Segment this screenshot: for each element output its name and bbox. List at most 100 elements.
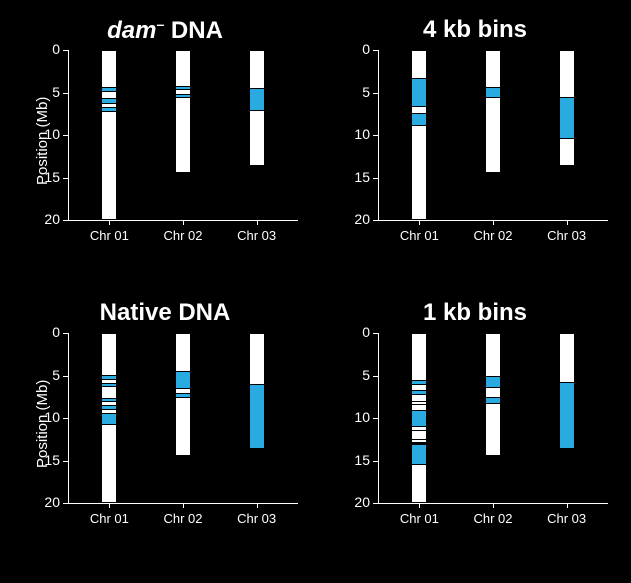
- band: [175, 94, 191, 97]
- white-segment: [411, 430, 427, 440]
- y-axis-label: Position (Mb): [34, 380, 51, 468]
- y-tick-label: 20: [336, 211, 370, 227]
- chromosome-bar-chr2: [485, 333, 501, 456]
- y-tick-label: 20: [336, 494, 370, 510]
- y-axis-line: [378, 50, 379, 220]
- x-tick-label: Chr 02: [153, 228, 213, 243]
- y-tick: [63, 135, 68, 136]
- x-tick: [257, 503, 258, 508]
- band: [101, 413, 117, 425]
- y-axis-line: [68, 50, 69, 220]
- band: [101, 383, 117, 387]
- y-tick: [373, 93, 378, 94]
- band: [485, 376, 501, 389]
- panel-title-A: dam– DNA: [20, 16, 310, 45]
- y-tick-label: 0: [26, 324, 60, 340]
- y-axis-label: Position (Mb): [34, 97, 51, 185]
- band: [485, 87, 501, 98]
- band: [559, 97, 575, 140]
- x-tick: [183, 220, 184, 225]
- y-axis-line: [378, 333, 379, 503]
- y-tick-label: 5: [336, 84, 370, 100]
- panel-A: dam– DNA05101520Position (Mb)Chr 01Chr 0…: [20, 50, 310, 300]
- panel-title-B: 4 kb bins: [330, 16, 620, 44]
- y-tick: [63, 461, 68, 462]
- band: [101, 398, 117, 401]
- y-tick: [63, 50, 68, 51]
- x-tick: [493, 220, 494, 225]
- y-tick: [63, 178, 68, 179]
- y-tick: [373, 178, 378, 179]
- y-tick: [373, 135, 378, 136]
- band: [411, 78, 427, 107]
- band: [101, 98, 117, 104]
- band: [101, 405, 117, 409]
- band: [559, 382, 575, 449]
- y-tick-label: 10: [336, 126, 370, 142]
- y-tick-label: 20: [26, 494, 60, 510]
- y-tick: [373, 333, 378, 334]
- x-tick-label: Chr 01: [389, 511, 449, 526]
- band: [101, 87, 117, 93]
- y-tick-label: 0: [336, 41, 370, 57]
- y-tick: [373, 418, 378, 419]
- band: [175, 86, 191, 90]
- y-tick-label: 0: [336, 324, 370, 340]
- y-tick-label: 20: [26, 211, 60, 227]
- x-tick: [493, 503, 494, 508]
- chromosome-bar-chr1: [101, 50, 117, 220]
- x-tick: [567, 220, 568, 225]
- y-tick-label: 15: [336, 169, 370, 185]
- band: [411, 113, 427, 127]
- y-axis-line: [68, 333, 69, 503]
- band: [411, 380, 427, 385]
- x-tick: [419, 503, 420, 508]
- x-tick: [109, 220, 110, 225]
- y-tick: [373, 376, 378, 377]
- panel-C: Native DNA05101520Position (Mb)Chr 01Chr…: [20, 333, 310, 583]
- y-tick: [373, 461, 378, 462]
- x-tick-label: Chr 02: [153, 511, 213, 526]
- chromosome-bar-chr2: [175, 50, 191, 173]
- band: [411, 410, 427, 427]
- band: [101, 107, 117, 112]
- band: [411, 444, 427, 464]
- white-segment: [411, 401, 427, 405]
- x-tick-label: Chr 03: [537, 228, 597, 243]
- y-tick: [63, 93, 68, 94]
- band: [411, 390, 427, 395]
- y-tick-label: 5: [336, 367, 370, 383]
- y-tick-label: 15: [336, 452, 370, 468]
- chromosome-bar-chr2: [485, 50, 501, 173]
- panel-title-D: 1 kb bins: [330, 299, 620, 327]
- x-tick-label: Chr 02: [463, 511, 523, 526]
- x-tick: [183, 503, 184, 508]
- y-tick: [63, 418, 68, 419]
- x-tick-label: Chr 02: [463, 228, 523, 243]
- band: [485, 397, 501, 405]
- y-tick-label: 10: [336, 409, 370, 425]
- ideogram-figure: dam– DNA05101520Position (Mb)Chr 01Chr 0…: [0, 0, 631, 583]
- x-tick-label: Chr 03: [227, 511, 287, 526]
- band: [101, 375, 117, 380]
- y-tick: [63, 333, 68, 334]
- x-tick-label: Chr 01: [389, 228, 449, 243]
- x-tick-label: Chr 03: [227, 228, 287, 243]
- y-tick-label: 0: [26, 41, 60, 57]
- panel-title-C: Native DNA: [20, 299, 310, 327]
- x-tick: [567, 503, 568, 508]
- panel-D: 1 kb bins05101520Chr 01Chr 02Chr 03: [330, 333, 620, 583]
- band: [249, 384, 265, 449]
- x-tick-label: Chr 01: [79, 228, 139, 243]
- x-tick: [109, 503, 110, 508]
- x-tick-label: Chr 01: [79, 511, 139, 526]
- x-tick: [257, 220, 258, 225]
- band: [175, 371, 191, 389]
- panel-B: 4 kb bins05101520Chr 01Chr 02Chr 03: [330, 50, 620, 300]
- x-tick-label: Chr 03: [537, 511, 597, 526]
- chromosome-bar-chr1: [411, 50, 427, 220]
- y-tick: [373, 50, 378, 51]
- x-tick: [419, 220, 420, 225]
- band: [249, 88, 265, 111]
- white-segment: [411, 442, 427, 444]
